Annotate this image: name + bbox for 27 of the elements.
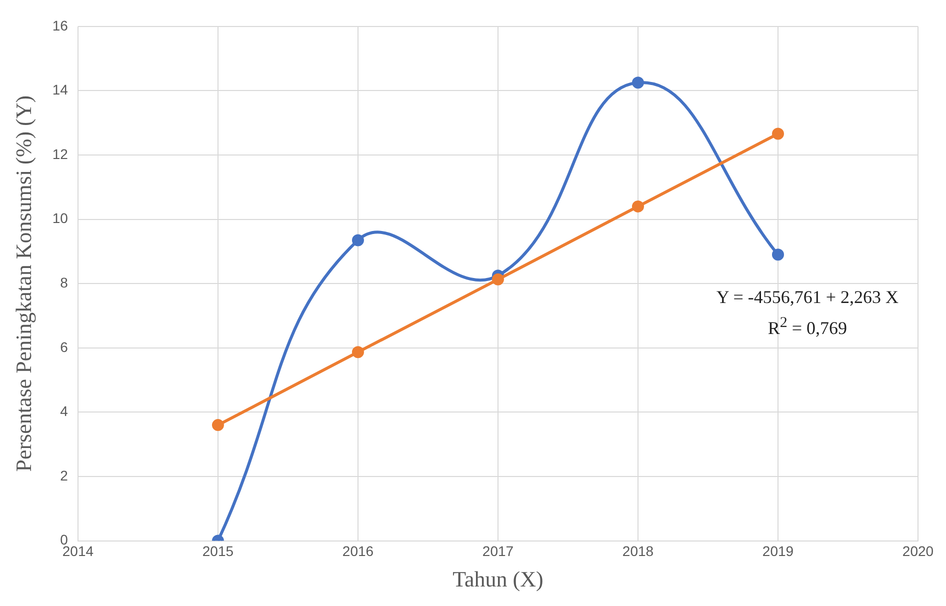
y-tick-label: 16 [52,17,68,34]
x-tick-label: 2015 [202,543,234,560]
y-tick-label: 2 [60,467,68,484]
x-axis-title: Tahun (X) [452,566,544,592]
x-tick-label: 2019 [762,543,794,560]
y-tick-label: 6 [60,338,68,355]
point [772,248,784,261]
point [632,200,644,212]
annotation: Y = -4556,761 + 2,263 X [716,286,899,309]
point [352,234,364,246]
y-tick-label: 8 [60,274,68,290]
point [352,346,364,358]
y-tick-label: 10 [52,210,68,226]
y-tick-label: 12 [52,146,68,162]
x-tick-label: 2016 [342,543,374,560]
y-tick-label: 4 [60,403,68,420]
point [492,273,504,286]
y-tick-label: 14 [52,82,68,98]
x-tick-label: 2020 [902,543,934,560]
x-tick-label: 2017 [482,543,514,560]
point [632,76,644,89]
x-tick-label: 2014 [62,543,94,560]
y-axis-title: Persentase Peningkatan Konsumsi (%) (Y) [10,95,36,472]
point [772,128,784,140]
annotation: R$^{2}$ = 0,769 [766,314,848,340]
x-tick-label: 2018 [622,543,654,560]
point [212,419,224,432]
